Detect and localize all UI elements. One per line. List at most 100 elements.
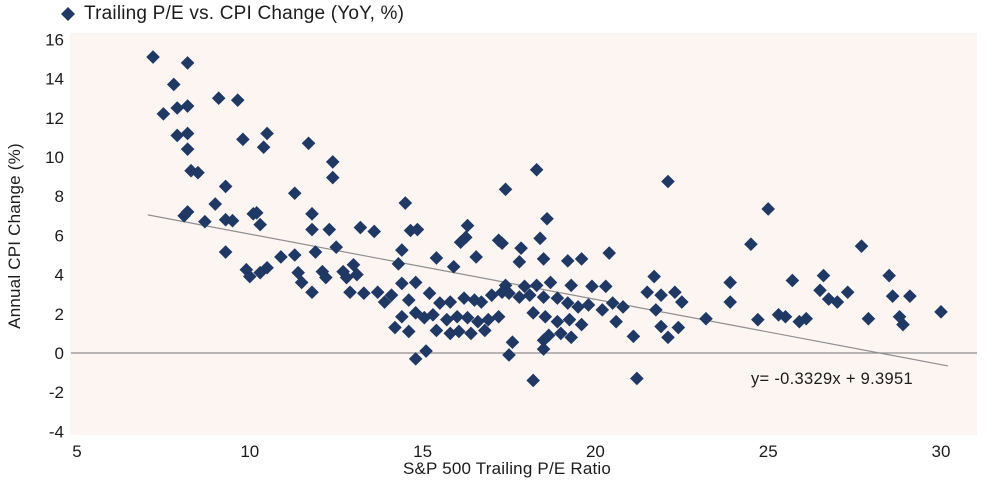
data-point <box>180 142 195 156</box>
data-point <box>429 323 444 338</box>
data-point <box>395 309 409 324</box>
data-point <box>799 311 814 326</box>
y-axis-title: Annual CPI Change (%) <box>5 143 24 329</box>
data-point <box>505 335 520 350</box>
data-point <box>253 265 267 280</box>
data-point <box>308 245 323 259</box>
data-point <box>208 197 223 211</box>
data-point <box>198 214 212 229</box>
y-tick-label: 16 <box>45 30 64 49</box>
y-tick-label: 12 <box>45 109 64 128</box>
data-point <box>813 283 827 298</box>
data-point <box>218 245 233 259</box>
data-point <box>370 285 385 300</box>
data-point <box>243 269 257 284</box>
data-point <box>785 273 800 288</box>
data-point <box>640 285 655 300</box>
data-point <box>429 251 444 265</box>
data-point <box>230 93 245 107</box>
data-point <box>529 162 544 177</box>
data-point <box>649 303 663 317</box>
data-point <box>211 91 226 105</box>
data-point <box>602 246 617 260</box>
data-point <box>744 237 758 252</box>
data-point <box>562 312 577 327</box>
data-point <box>191 165 205 180</box>
data-point <box>339 270 354 285</box>
y-tick-label: 8 <box>55 187 64 206</box>
data-point <box>388 320 402 335</box>
data-point <box>395 243 409 257</box>
data-point <box>357 286 371 301</box>
data-point <box>536 290 551 304</box>
x-tick-label: 5 <box>72 442 81 461</box>
data-point <box>564 330 579 345</box>
data-point <box>533 231 547 246</box>
data-point <box>526 373 540 388</box>
data-point <box>180 56 195 70</box>
legend: Trailing P/E vs. CPI Change (YoY, %) <box>61 3 404 25</box>
data-point <box>882 268 896 283</box>
data-point <box>287 186 302 201</box>
data-point <box>574 317 589 332</box>
data-point <box>457 291 471 305</box>
data-point <box>439 312 454 327</box>
y-tick-label: -2 <box>49 383 64 402</box>
data-point <box>177 209 191 223</box>
data-point <box>433 296 447 310</box>
data-point <box>554 326 568 341</box>
data-point <box>654 288 668 302</box>
y-tick-label: 4 <box>55 266 64 285</box>
data-point <box>256 140 271 154</box>
data-point <box>422 286 437 301</box>
data-point <box>626 329 641 344</box>
data-point <box>514 241 528 255</box>
data-point <box>495 285 509 300</box>
data-point <box>751 312 765 327</box>
data-point <box>346 258 361 272</box>
data-point <box>536 252 551 266</box>
data-point <box>146 50 160 64</box>
data-point <box>661 174 675 189</box>
data-point <box>484 288 499 302</box>
y-tick-label: 6 <box>55 226 64 245</box>
data-point <box>885 289 900 303</box>
data-point <box>218 179 233 194</box>
data-point <box>408 306 423 320</box>
data-point <box>450 309 464 324</box>
data-point <box>761 202 775 216</box>
data-point <box>452 324 466 339</box>
data-point <box>166 77 181 92</box>
data-point <box>481 312 496 327</box>
data-point <box>305 222 319 237</box>
data-point <box>471 314 485 329</box>
data-point <box>395 276 409 291</box>
data-point <box>384 288 399 302</box>
data-point <box>522 288 537 302</box>
data-point <box>675 295 689 309</box>
data-point <box>512 290 527 304</box>
data-point <box>325 170 340 185</box>
data-point <box>830 295 845 309</box>
data-point <box>668 285 682 300</box>
data-point <box>699 311 713 326</box>
data-point <box>464 326 478 341</box>
data-point <box>771 307 786 322</box>
data-point <box>609 314 623 329</box>
data-point <box>550 291 565 305</box>
data-point <box>903 289 917 303</box>
data-point <box>453 235 468 250</box>
legend-label: Trailing P/E vs. CPI Change (YoY, %) <box>84 3 405 24</box>
data-point <box>574 252 589 266</box>
x-tick-label: 20 <box>586 442 605 461</box>
data-point <box>253 217 267 232</box>
data-point <box>391 257 406 271</box>
data-point <box>408 352 423 366</box>
legend-marker-icon <box>61 7 75 21</box>
data-point <box>287 248 302 262</box>
data-point <box>353 220 368 235</box>
data-point <box>661 330 675 345</box>
data-point <box>170 101 185 115</box>
